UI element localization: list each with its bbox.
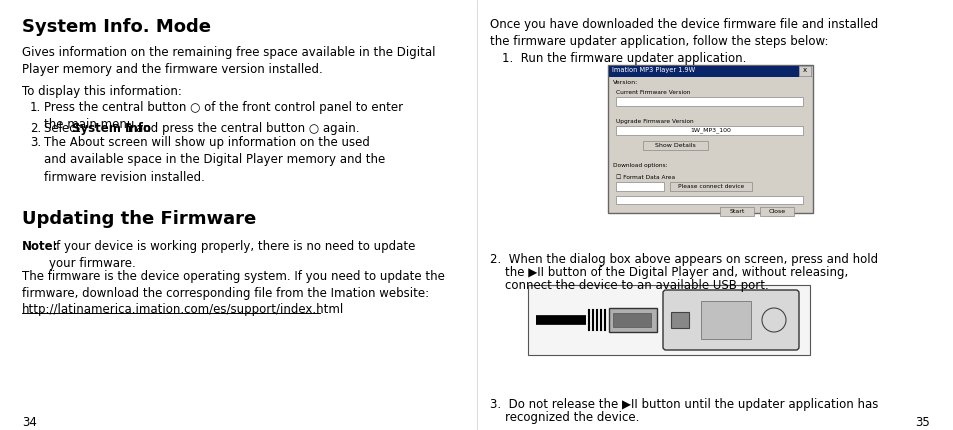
FancyBboxPatch shape xyxy=(613,313,650,327)
FancyBboxPatch shape xyxy=(670,312,688,328)
Text: Press the central button ○ of the front control panel to enter
the main menu.: Press the central button ○ of the front … xyxy=(44,101,403,132)
Text: The About screen will show up information on the used
and available space in the: The About screen will show up informatio… xyxy=(44,136,385,184)
Text: Close: Close xyxy=(767,209,784,214)
FancyBboxPatch shape xyxy=(662,290,799,350)
FancyBboxPatch shape xyxy=(720,207,753,216)
Text: Current Firmware Version: Current Firmware Version xyxy=(616,90,690,95)
Text: Updating the Firmware: Updating the Firmware xyxy=(22,210,256,228)
Text: Note:: Note: xyxy=(22,240,58,253)
FancyBboxPatch shape xyxy=(799,66,810,76)
Text: Gives information on the remaining free space available in the Digital
Player me: Gives information on the remaining free … xyxy=(22,46,435,77)
Text: Version:: Version: xyxy=(613,80,638,85)
Text: Please connect device: Please connect device xyxy=(678,184,743,189)
Text: To display this information:: To display this information: xyxy=(22,85,182,98)
FancyBboxPatch shape xyxy=(642,141,707,150)
FancyBboxPatch shape xyxy=(616,126,802,135)
FancyBboxPatch shape xyxy=(616,182,663,191)
FancyBboxPatch shape xyxy=(700,301,750,339)
Text: If your device is working properly, there is no need to update
your firmware.: If your device is working properly, ther… xyxy=(49,240,415,270)
Text: Start: Start xyxy=(728,209,744,214)
Text: the ▶II button of the Digital Player and, without releasing,: the ▶II button of the Digital Player and… xyxy=(490,266,847,279)
Text: Upgrade Firmware Version: Upgrade Firmware Version xyxy=(616,119,693,124)
Text: System Info: System Info xyxy=(71,122,151,135)
Text: 2.  When the dialog box above appears on screen, press and hold: 2. When the dialog box above appears on … xyxy=(490,253,877,266)
Text: recognized the device.: recognized the device. xyxy=(490,411,639,424)
Text: 2.: 2. xyxy=(30,122,41,135)
FancyBboxPatch shape xyxy=(760,207,793,216)
FancyBboxPatch shape xyxy=(616,97,802,106)
Text: 3.: 3. xyxy=(30,136,41,149)
Text: connect the device to an available USB port.: connect the device to an available USB p… xyxy=(490,279,768,292)
Text: 1W_MP3_100: 1W_MP3_100 xyxy=(689,128,730,133)
Text: ☐ Format Data Area: ☐ Format Data Area xyxy=(616,175,675,180)
Text: Imation MP3 Player 1.9W: Imation MP3 Player 1.9W xyxy=(612,67,695,73)
Text: 35: 35 xyxy=(914,416,929,429)
FancyBboxPatch shape xyxy=(616,196,802,204)
Circle shape xyxy=(761,308,785,332)
FancyBboxPatch shape xyxy=(527,285,809,355)
Text: http://latinamerica.imation.com/es/support/index.html: http://latinamerica.imation.com/es/suppo… xyxy=(22,303,344,316)
FancyBboxPatch shape xyxy=(608,66,811,77)
Text: Select: Select xyxy=(44,122,84,135)
Text: 1.  Run the firmware updater application.: 1. Run the firmware updater application. xyxy=(501,52,745,65)
FancyBboxPatch shape xyxy=(608,308,657,332)
Text: The firmware is the device operating system. If you need to update the
firmware,: The firmware is the device operating sys… xyxy=(22,270,444,301)
FancyBboxPatch shape xyxy=(669,182,751,191)
Text: 1.: 1. xyxy=(30,101,41,114)
Text: Download options:: Download options: xyxy=(613,163,667,168)
Text: Once you have downloaded the device firmware file and installed
the firmware upd: Once you have downloaded the device firm… xyxy=(490,18,878,49)
Text: Show Details: Show Details xyxy=(654,143,695,148)
Text: 34: 34 xyxy=(22,416,37,429)
Text: System Info. Mode: System Info. Mode xyxy=(22,18,211,36)
Text: 3.  Do not release the ▶II button until the updater application has: 3. Do not release the ▶II button until t… xyxy=(490,398,878,411)
FancyBboxPatch shape xyxy=(607,65,812,213)
Text: ℹ and press the central button ○ again.: ℹ and press the central button ○ again. xyxy=(124,122,359,135)
Text: x: x xyxy=(802,68,806,74)
